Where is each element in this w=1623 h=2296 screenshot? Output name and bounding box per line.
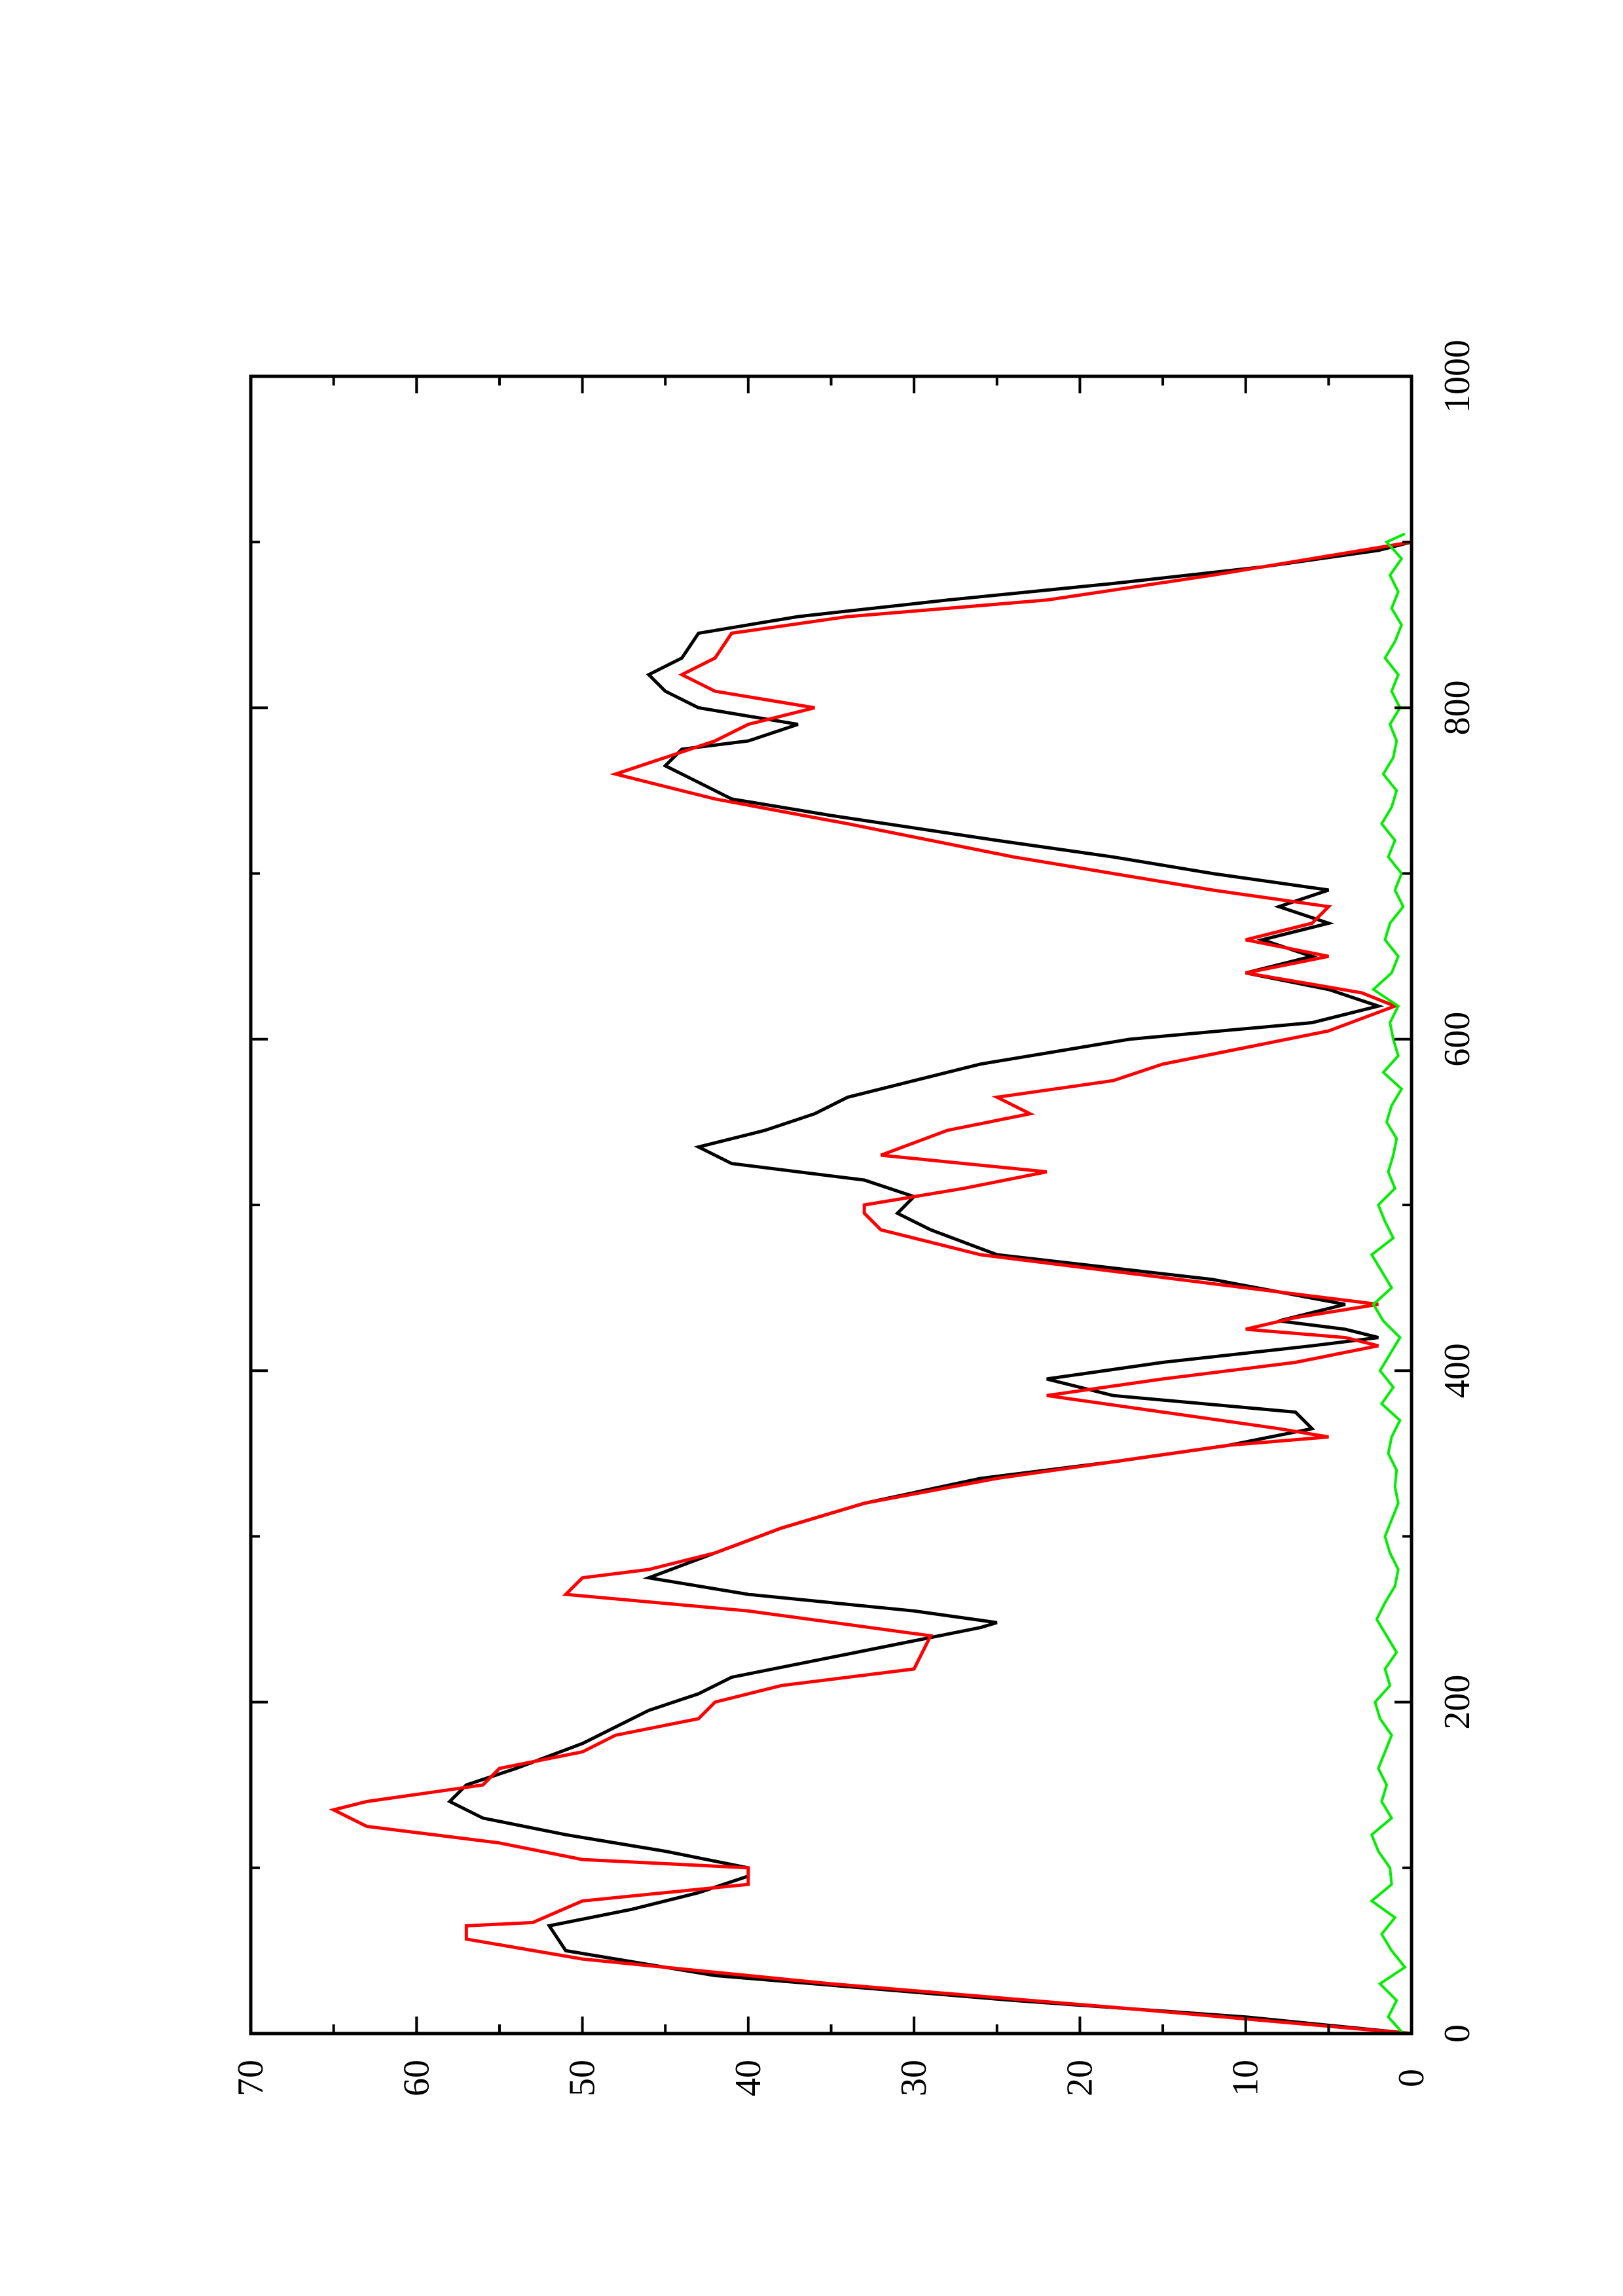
x-tick-label: 200	[1437, 1675, 1478, 1730]
y-tick-label: 0	[1391, 2069, 1432, 2087]
series-red-line	[329, 540, 1412, 2036]
x-tick-label: 400	[1437, 1343, 1478, 1398]
series-layer	[329, 532, 1413, 2036]
x-tick-label: 1000	[1437, 340, 1478, 413]
y-tick-label: 20	[1059, 2060, 1100, 2096]
axis-layer: 0 200 400 600 800 1000 0 10 20 30 40 50 60 70	[230, 340, 1478, 2096]
series-green-line	[1369, 532, 1407, 2035]
y-tick-label: 40	[728, 2060, 769, 2096]
x-tick-label: 800	[1437, 680, 1478, 735]
y-tick-label: 70	[230, 2060, 271, 2096]
plot-frame	[249, 374, 1413, 2036]
x-tick-label: 600	[1437, 1012, 1478, 1067]
y-tick-label: 50	[562, 2060, 603, 2096]
y-tick-label: 30	[894, 2060, 934, 2096]
x-tick-label: 0	[1437, 2024, 1478, 2043]
y-tick-label: 60	[396, 2060, 437, 2096]
series-black-line	[447, 533, 1413, 2036]
y-tick-label: 10	[1226, 2060, 1266, 2096]
